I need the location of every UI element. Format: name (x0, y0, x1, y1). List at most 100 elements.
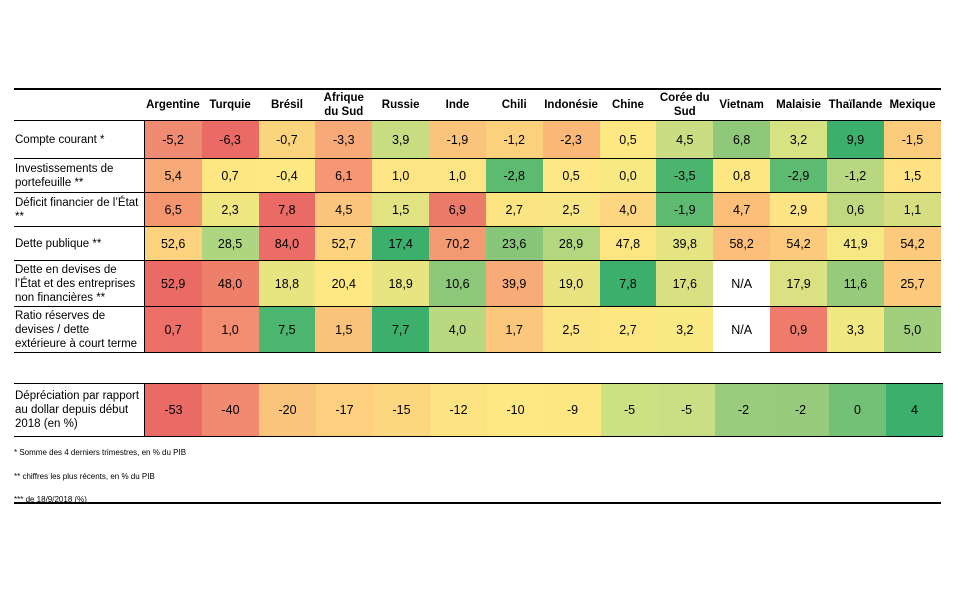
table-cell: 52,6 (144, 226, 202, 261)
depreciation-cell: -10 (487, 383, 544, 437)
table-cell: N/A (713, 260, 771, 307)
depreciation-cell: 4 (886, 383, 943, 437)
table-cell: 6,5 (144, 192, 202, 227)
table-row: Dette en devises de l’État et des entrep… (14, 260, 941, 307)
table-cell: 0,9 (770, 306, 827, 353)
table-cell: 23,6 (485, 226, 543, 261)
table-cell: 11,6 (827, 260, 884, 307)
table-cell: 41,9 (827, 226, 884, 261)
table-cell: 1,0 (429, 158, 486, 193)
column-header: Argentine (146, 99, 200, 111)
depreciation-cell: 0 (829, 383, 886, 437)
row-label: Ratio réserves de devises / dette extéri… (14, 306, 145, 353)
table-cell: -6,3 (201, 120, 259, 159)
depreciation-cell: -17 (316, 383, 373, 437)
row-label: Dette publique ** (14, 226, 145, 261)
table-cell: 0,5 (542, 158, 600, 193)
depreciation-label: Dépréciation par rapport au dollar depui… (14, 383, 145, 437)
table-cell: -3,3 (315, 120, 373, 159)
depreciation-cell: -9 (544, 383, 601, 437)
table-cell: 2,3 (201, 192, 259, 227)
table-cell: 7,8 (258, 192, 316, 227)
table-cell: 48,0 (201, 260, 259, 307)
table-cell: 20,4 (315, 260, 373, 307)
table-cell: 1,5 (372, 192, 430, 227)
depreciation-cell: -2 (715, 383, 772, 437)
indicator-table-container: Argentine Turquie Brésil Afrique du Sud Russ… (14, 88, 941, 353)
table-cell: 84,0 (258, 226, 316, 261)
table-cell: 1,5 (883, 158, 941, 193)
table-cell: 0,7 (144, 306, 202, 353)
table-cell: 17,6 (656, 260, 714, 307)
table-cell: 17,4 (372, 226, 430, 261)
table-cell: -1,5 (883, 120, 941, 159)
table-cell: 3,2 (656, 306, 714, 353)
table-cell: -1,2 (485, 120, 543, 159)
table-cell: 4,0 (599, 192, 657, 227)
table-cell: 10,6 (429, 260, 486, 307)
table-cell: 28,5 (201, 226, 259, 261)
table-cell: 25,7 (883, 260, 941, 307)
column-header: Brésil (270, 99, 303, 111)
table-cell: 4,5 (656, 120, 714, 159)
table-cell: 47,8 (599, 226, 657, 261)
table-cell: 9,9 (827, 120, 884, 159)
table-cell: 3,2 (770, 120, 827, 159)
table-cell: 2,7 (599, 306, 657, 353)
table-cell: 52,7 (315, 226, 373, 261)
row-label: Déficit financier de l’État ** (14, 192, 145, 227)
table-cell: 0,0 (599, 158, 657, 193)
depreciation-row: Dépréciation par rapport au dollar depui… (14, 383, 943, 437)
table-cell: 7,5 (258, 306, 316, 353)
table-cell: -2,3 (542, 120, 600, 159)
table-cell: 18,8 (258, 260, 316, 307)
table-cell: 0,5 (599, 120, 657, 159)
table-cell: -2,8 (485, 158, 543, 193)
depreciation-cell: -5 (601, 383, 658, 437)
table-cell: 6,8 (713, 120, 771, 159)
table-cell: -5,2 (144, 120, 202, 159)
depreciation-cell: -15 (373, 383, 430, 437)
table-cell: 17,9 (770, 260, 827, 307)
table-cell: 2,5 (542, 192, 600, 227)
table-cell: 52,9 (144, 260, 202, 307)
table-cell: 7,8 (599, 260, 657, 307)
table-cell: 3,9 (372, 120, 430, 159)
table-cell: 54,2 (883, 226, 941, 261)
column-header: Malaisie (776, 99, 821, 111)
table-cell: 1,0 (201, 306, 259, 353)
column-header: Corée du Sud (659, 92, 710, 118)
indicator-table: Argentine Turquie Brésil Afrique du Sud Russ… (14, 90, 941, 353)
table-cell: 39,8 (656, 226, 714, 261)
table-cell: 4,5 (315, 192, 373, 227)
table-row: Compte courant * -5,2 -6,3 -0,7 -3,3 3,9 -1,9-… (14, 120, 941, 159)
header-row: Argentine Turquie Brésil Afrique du Sud Russ… (14, 90, 941, 121)
table-cell: 1,5 (315, 306, 373, 353)
table-cell: 1,1 (883, 192, 941, 227)
table-cell: N/A (713, 306, 771, 353)
table-cell: -0,4 (258, 158, 316, 193)
depreciation-cell: -2 (772, 383, 829, 437)
column-header: Chili (501, 99, 527, 111)
table-row: Ratio réserves de devises / dette extéri… (14, 306, 941, 353)
table-cell: 5,0 (883, 306, 941, 353)
table-cell: 6,9 (429, 192, 486, 227)
depreciation-cell: -12 (430, 383, 487, 437)
column-header: Turquie (209, 99, 251, 111)
table-row: Dette publique ** 52,6 28,5 84,0 52,7 17,4 70,… (14, 226, 941, 261)
column-header: Afrique du Sud (323, 92, 364, 118)
table-cell: 1,0 (372, 158, 430, 193)
column-header: Vietnam (719, 99, 764, 111)
column-header: Indonésie (544, 99, 598, 111)
table-cell: -1,9 (656, 192, 714, 227)
table-cell: -1,2 (827, 158, 884, 193)
table-cell: 2,9 (770, 192, 827, 227)
bottom-rule (14, 502, 941, 504)
table-cell: 19,0 (542, 260, 600, 307)
note-1: * Somme des 4 derniers trimestres, en % … (14, 448, 187, 457)
depreciation-table: Dépréciation par rapport au dollar depui… (14, 383, 943, 437)
column-header: Russie (381, 99, 420, 111)
table-cell: 39,9 (485, 260, 543, 307)
table-cell: 5,4 (144, 158, 202, 193)
table-row: Investissements de portefeuille ** 5,4 0,7… (14, 158, 941, 193)
